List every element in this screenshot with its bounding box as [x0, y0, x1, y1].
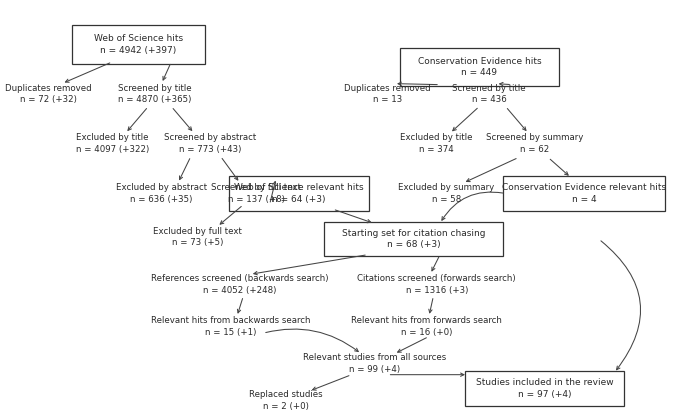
Text: Duplicates removed
n = 13: Duplicates removed n = 13 [345, 84, 431, 104]
Text: Relevant studies from all sources
n = 99 (+4): Relevant studies from all sources n = 99… [303, 353, 446, 374]
FancyBboxPatch shape [465, 371, 625, 406]
FancyBboxPatch shape [503, 176, 665, 210]
Text: Excluded by summary
n = 58: Excluded by summary n = 58 [399, 183, 495, 204]
Text: Web of Science hits
n = 4942 (+397): Web of Science hits n = 4942 (+397) [94, 34, 183, 54]
FancyBboxPatch shape [229, 176, 369, 210]
Text: Screened by abstract
n = 773 (+43): Screened by abstract n = 773 (+43) [164, 134, 257, 154]
Text: Conservation Evidence hits
n = 449: Conservation Evidence hits n = 449 [418, 57, 541, 77]
Text: Screened by summary
n = 62: Screened by summary n = 62 [486, 134, 584, 154]
Text: Relevant hits from forwards search
n = 16 (+0): Relevant hits from forwards search n = 1… [351, 316, 502, 337]
Text: Web of Science relevant hits
n = 64 (+3): Web of Science relevant hits n = 64 (+3) [234, 183, 364, 204]
Text: Relevant hits from backwards search
n = 15 (+1): Relevant hits from backwards search n = … [151, 316, 310, 337]
Text: Screened by full text
n = 137 (+8): Screened by full text n = 137 (+8) [212, 183, 301, 204]
Text: Replaced studies
n = 2 (+0): Replaced studies n = 2 (+0) [249, 390, 323, 411]
Text: Starting set for citation chasing
n = 68 (+3): Starting set for citation chasing n = 68… [342, 229, 486, 250]
Text: References screened (backwards search)
n = 4052 (+248): References screened (backwards search) n… [151, 274, 329, 295]
FancyBboxPatch shape [400, 48, 559, 86]
Text: Duplicates removed
n = 72 (+32): Duplicates removed n = 72 (+32) [5, 84, 92, 104]
Text: Excluded by full text
n = 73 (+5): Excluded by full text n = 73 (+5) [153, 227, 242, 248]
Text: Conservation Evidence relevant hits
n = 4: Conservation Evidence relevant hits n = … [502, 183, 667, 204]
Text: Screened by title
n = 436: Screened by title n = 436 [452, 84, 526, 104]
Text: Excluded by title
n = 4097 (+322): Excluded by title n = 4097 (+322) [75, 134, 149, 154]
FancyBboxPatch shape [72, 25, 205, 64]
Text: Citations screened (forwards search)
n = 1316 (+3): Citations screened (forwards search) n =… [358, 274, 516, 295]
Text: Screened by title
n = 4870 (+365): Screened by title n = 4870 (+365) [118, 84, 192, 104]
Text: Studies included in the review
n = 97 (+4): Studies included in the review n = 97 (+… [476, 378, 614, 399]
FancyBboxPatch shape [324, 222, 503, 256]
Text: Excluded by abstract
n = 636 (+35): Excluded by abstract n = 636 (+35) [116, 183, 207, 204]
Text: Excluded by title
n = 374: Excluded by title n = 374 [401, 134, 473, 154]
